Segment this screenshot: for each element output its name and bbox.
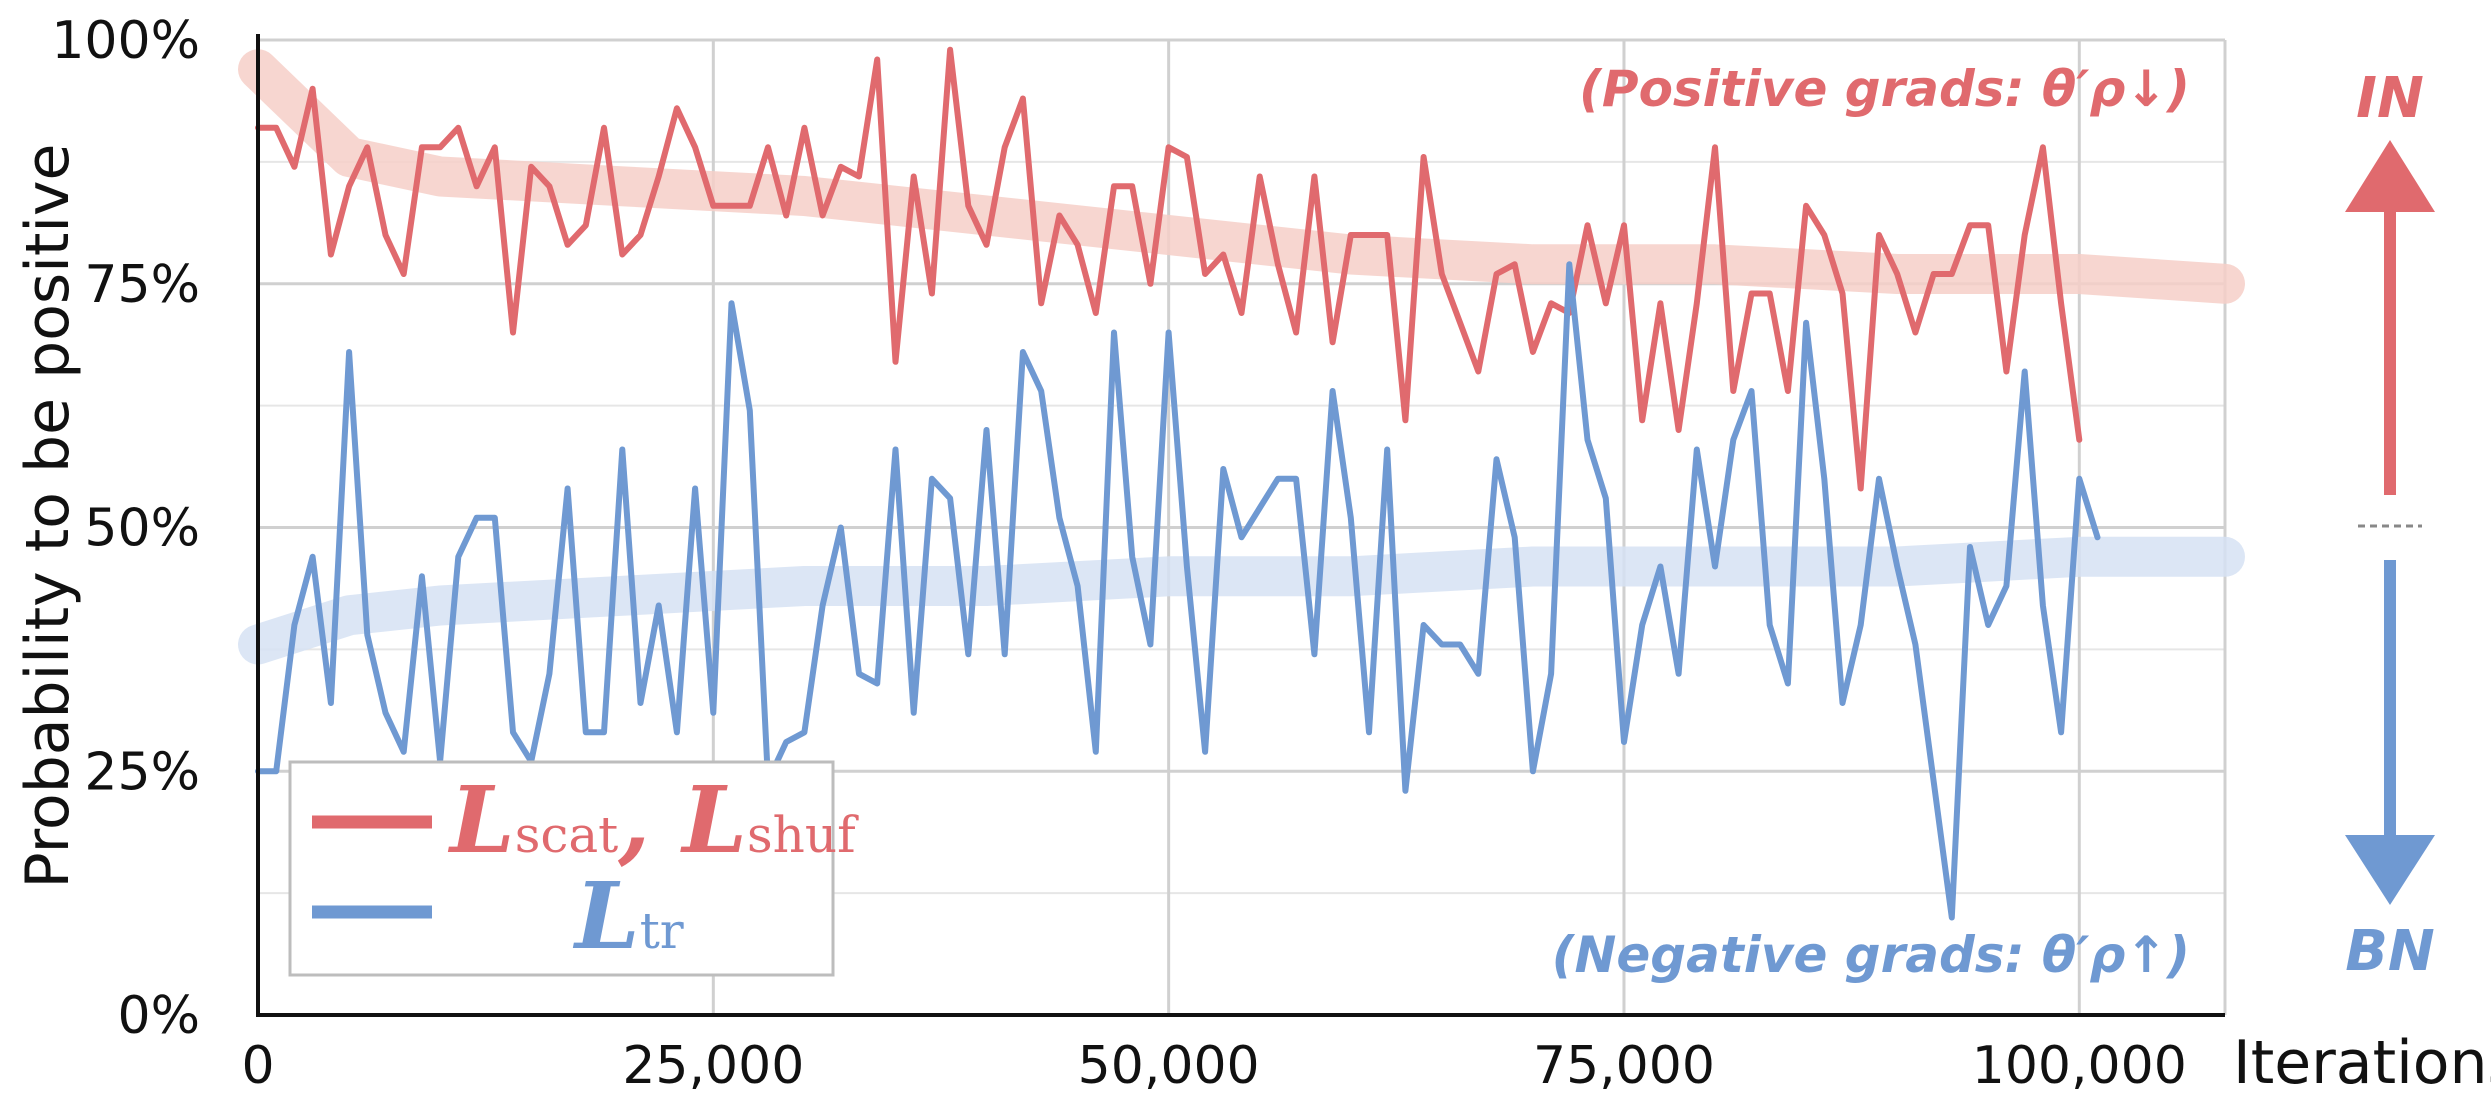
x-tick-label: 25,000 [622,1036,804,1096]
series-lines [255,46,2101,921]
legend-label-blue: Ltr [572,862,684,970]
x-tick-label: 0 [241,1036,274,1096]
series-line-1 [255,261,2101,921]
legend-box [288,760,835,977]
y-axis-title: Probability to be positive [13,144,83,889]
positive-grads-annotation: (Positive grads: θ′ρ↓) [1579,60,2190,118]
trend-bands [238,49,2245,665]
negative-grads-annotation: (Negative grads: θ′ρ↑) [1552,926,2190,984]
series-line-0 [255,46,2083,492]
legend-label-red: Lscat, Lshuf [447,766,859,874]
in-label: IN [2356,66,2424,131]
y-tick-label: 0% [118,986,201,1046]
up-arrow-shaft [2384,200,2396,495]
x-tick-label: 75,000 [1533,1036,1715,1096]
down-arrow-shaft [2384,560,2396,845]
x-tick-label: 50,000 [1078,1036,1260,1096]
x-tick-label: 100,000 [1972,1036,2187,1096]
up-arrowhead-icon [2345,140,2435,212]
tick-labels: 0% 25% 50% 75% 100% 0 25,000 50,000 75,000 100,00… [51,11,2186,1096]
in-bn-indicator: IN BN [2345,66,2435,984]
bn-label: BN [2345,919,2435,984]
legend: Lscat, Lshuf Ltr [288,760,859,977]
y-tick-label: 25% [84,742,200,802]
x-axis-title: Iterations [2233,1028,2491,1098]
y-tick-label: 50% [84,499,200,559]
axes [256,34,2225,1017]
down-arrowhead-icon [2345,835,2435,905]
y-tick-label: 75% [84,255,200,315]
y-tick-label: 100% [51,11,200,71]
